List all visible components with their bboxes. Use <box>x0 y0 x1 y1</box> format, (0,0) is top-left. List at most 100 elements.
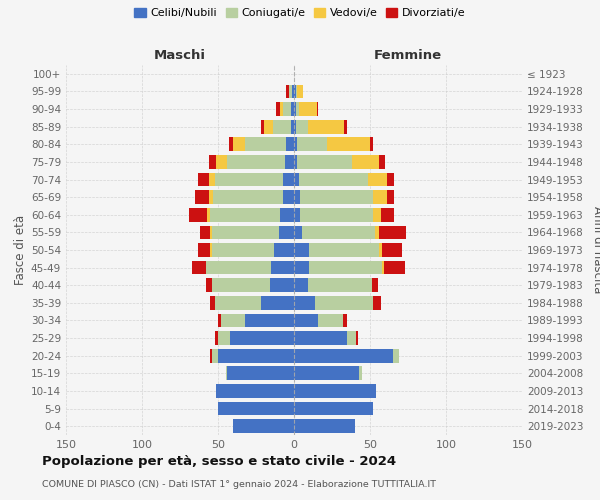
Bar <box>230 331 294 345</box>
Bar <box>233 138 245 151</box>
Bar <box>285 155 294 169</box>
Bar <box>356 331 358 345</box>
Bar <box>209 172 215 186</box>
Bar <box>294 172 299 186</box>
Legend: Celibi/Nubili, Coniugati/e, Vedovi/e, Divorziati/e: Celibi/Nubili, Coniugati/e, Vedovi/e, Di… <box>130 3 470 22</box>
Bar <box>379 243 382 257</box>
Bar <box>352 155 379 169</box>
Bar <box>227 366 294 380</box>
Bar <box>273 120 291 134</box>
Bar <box>294 155 297 169</box>
Bar <box>387 190 394 204</box>
Bar <box>200 226 211 239</box>
Bar <box>297 155 352 169</box>
Bar <box>218 331 230 345</box>
Bar <box>218 402 294 415</box>
Bar <box>212 349 218 362</box>
Bar <box>245 314 294 328</box>
Bar <box>221 314 245 328</box>
Bar <box>189 208 208 222</box>
Bar <box>380 208 394 222</box>
Bar <box>294 349 393 362</box>
Bar <box>370 138 373 151</box>
Bar <box>215 331 218 345</box>
Y-axis label: Fasce di età: Fasce di età <box>14 215 27 285</box>
Bar <box>211 226 212 239</box>
Bar <box>379 226 406 239</box>
Bar <box>297 138 328 151</box>
Bar <box>217 384 294 398</box>
Bar <box>286 138 294 151</box>
Bar <box>309 243 379 257</box>
Bar <box>308 120 344 134</box>
Bar <box>283 172 294 186</box>
Bar <box>344 120 347 134</box>
Bar <box>382 243 402 257</box>
Bar <box>215 172 283 186</box>
Bar <box>308 278 371 292</box>
Bar <box>300 190 373 204</box>
Bar <box>198 172 209 186</box>
Bar <box>296 102 299 116</box>
Bar <box>319 314 343 328</box>
Bar <box>289 84 292 98</box>
Bar <box>299 102 317 116</box>
Bar <box>291 102 294 116</box>
Bar <box>291 120 294 134</box>
Bar <box>226 366 227 380</box>
Bar <box>374 226 379 239</box>
Bar <box>294 260 309 274</box>
Bar <box>302 226 374 239</box>
Bar <box>211 296 215 310</box>
Bar <box>347 331 356 345</box>
Bar <box>294 420 355 433</box>
Bar <box>294 402 373 415</box>
Bar <box>283 102 291 116</box>
Bar <box>383 260 405 274</box>
Bar <box>217 155 227 169</box>
Bar <box>211 208 280 222</box>
Bar <box>382 260 383 274</box>
Bar <box>209 155 217 169</box>
Bar <box>206 260 271 274</box>
Bar <box>328 138 370 151</box>
Bar <box>359 366 362 380</box>
Bar <box>245 138 286 151</box>
Bar <box>280 208 294 222</box>
Bar <box>276 102 280 116</box>
Bar <box>294 278 308 292</box>
Bar <box>294 138 297 151</box>
Bar <box>195 190 209 204</box>
Bar <box>271 260 294 274</box>
Bar <box>283 190 294 204</box>
Bar <box>211 349 212 362</box>
Bar <box>296 120 308 134</box>
Bar <box>263 120 273 134</box>
Text: Popolazione per età, sesso e stato civile - 2024: Popolazione per età, sesso e stato civil… <box>42 455 396 468</box>
Bar <box>387 172 394 186</box>
Bar <box>215 296 260 310</box>
Bar <box>315 296 373 310</box>
Bar <box>192 260 206 274</box>
Bar <box>294 120 296 134</box>
Bar <box>294 190 300 204</box>
Bar <box>294 296 315 310</box>
Bar <box>299 172 368 186</box>
Bar <box>373 190 387 204</box>
Bar <box>297 84 303 98</box>
Bar <box>309 260 382 274</box>
Bar <box>296 84 297 98</box>
Bar <box>294 314 319 328</box>
Text: COMUNE DI PIASCO (CN) - Dati ISTAT 1° gennaio 2024 - Elaborazione TUTTITALIA.IT: COMUNE DI PIASCO (CN) - Dati ISTAT 1° ge… <box>42 480 436 489</box>
Bar <box>233 420 294 433</box>
Bar <box>300 208 373 222</box>
Bar <box>371 278 377 292</box>
Bar <box>211 243 212 257</box>
Bar <box>294 102 296 116</box>
Bar <box>209 190 214 204</box>
Bar <box>373 296 380 310</box>
Bar <box>286 84 289 98</box>
Bar <box>260 120 263 134</box>
Bar <box>274 243 294 257</box>
Bar <box>260 296 294 310</box>
